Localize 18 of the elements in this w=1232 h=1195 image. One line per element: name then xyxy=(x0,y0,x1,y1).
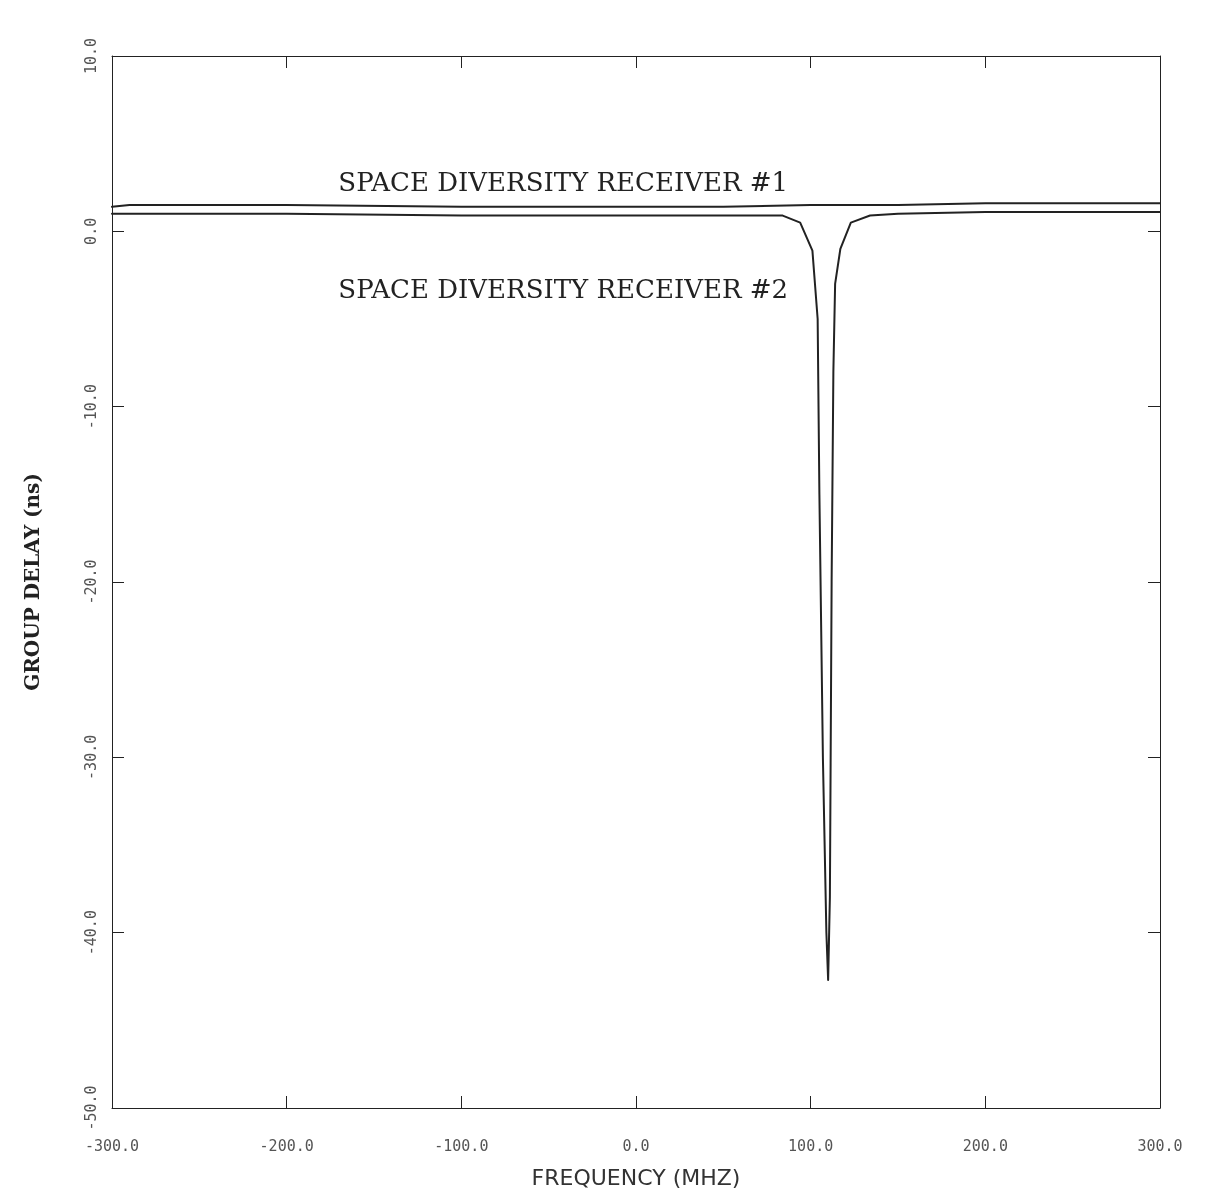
x-tick-label: 100.0 xyxy=(788,1136,834,1155)
y-tick-label: -50.0 xyxy=(81,1085,100,1131)
y-tick-label: 10.0 xyxy=(81,37,100,75)
x-tick-label: -300.0 xyxy=(84,1136,140,1155)
x-tick-label: -100.0 xyxy=(434,1136,489,1155)
y-tick-label: -10.0 xyxy=(81,384,100,430)
y-tick-label: -20.0 xyxy=(81,559,100,605)
series-label: SPACE DIVERSITY RECEIVER #2 xyxy=(338,273,789,304)
y-tick-label: -30.0 xyxy=(81,734,100,780)
y-tick-label: -40.0 xyxy=(81,910,100,956)
x-axis-title: FREQUENCY (MHZ) xyxy=(531,1164,741,1190)
x-tick-label: 200.0 xyxy=(962,1136,1008,1155)
x-tick-label: 0.0 xyxy=(622,1136,650,1155)
y-tick-label: 0.0 xyxy=(81,217,100,245)
series-label: SPACE DIVERSITY RECEIVER #1 xyxy=(338,166,789,197)
x-tick-label: 300.0 xyxy=(1137,1136,1183,1155)
x-tick-label: -200.0 xyxy=(259,1136,314,1155)
y-axis-title: GROUP DELAY (ns) xyxy=(20,473,44,691)
